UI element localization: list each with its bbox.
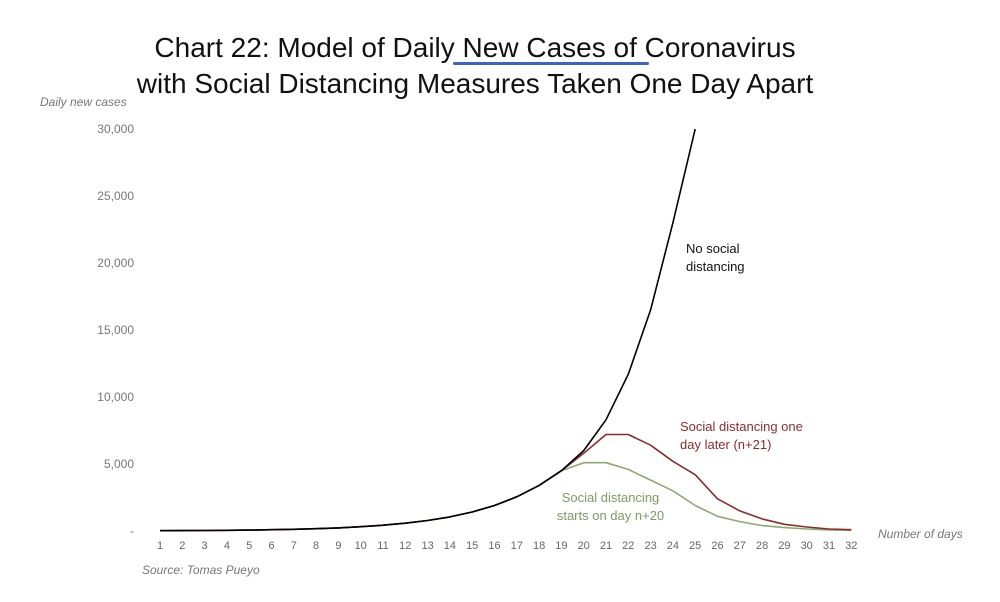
annotation-day-n20-line-2: starts on day n+20 [556, 508, 665, 523]
annotation-day-n20: Social distancing starts on day n+20 [548, 489, 673, 525]
series-line-2 [159, 461, 852, 532]
chart-title-line-1: Chart 22: Model of Daily New Cases of Co… [154, 32, 796, 63]
annotation-no-distancing-line-2: distancing [686, 259, 745, 274]
x-tick-label: 32 [845, 540, 857, 552]
x-tick-label: 21 [600, 540, 612, 552]
annotation-no-distancing: No social distancing [686, 240, 745, 276]
x-tick-label: 7 [291, 540, 297, 552]
y-axis-label: Daily new cases [40, 95, 127, 109]
x-tick-label: 27 [734, 540, 746, 552]
x-axis-label: Number of days [878, 527, 963, 541]
y-tick-label: 15,000 [97, 323, 134, 337]
x-tick-label: 11 [377, 540, 388, 552]
x-tick-label: 19 [555, 540, 567, 552]
x-tick-label: 1 [157, 540, 163, 552]
y-tick-label: 5,000 [104, 457, 134, 471]
x-tick-label: 24 [667, 540, 679, 552]
x-tick-label: 10 [355, 540, 367, 552]
x-tick-label: 3 [202, 540, 208, 552]
y-tick-label: 20,000 [97, 256, 134, 270]
source-note: Source: Tomas Pueyo [142, 563, 260, 577]
y-axis-ticks: - 5,000 10,000 15,000 20,000 25,000 30,000 [97, 122, 134, 538]
x-tick-label: 29 [778, 540, 790, 552]
x-tick-label: 9 [335, 540, 341, 552]
x-tick-label: 2 [179, 540, 185, 552]
x-tick-label: 8 [313, 540, 319, 552]
annotation-one-day-later-line-2: day later (n+21) [680, 437, 772, 452]
x-tick-label: 5 [246, 540, 252, 552]
x-tick-label: 15 [466, 540, 478, 552]
annotation-no-distancing-line-1: No social [686, 241, 740, 256]
x-tick-label: 30 [801, 540, 813, 552]
chart-title-line-2: with Social Distancing Measures Taken On… [136, 68, 814, 99]
x-tick-label: 28 [756, 540, 768, 552]
y-tick-label: 30,000 [97, 122, 134, 136]
x-tick-label: 16 [488, 540, 500, 552]
title-underline-mark [453, 62, 649, 65]
x-tick-label: 13 [421, 540, 433, 552]
y-tick-label: 10,000 [97, 390, 134, 404]
x-tick-label: 31 [823, 540, 835, 552]
x-tick-label: 20 [578, 540, 590, 552]
x-tick-label: 23 [644, 540, 656, 552]
x-tick-label: 18 [533, 540, 545, 552]
series-line-0 [159, 128, 696, 532]
x-tick-label: 22 [622, 540, 634, 552]
x-axis-ticks: 1 2 3 4 5 6 7 8 9 10 11 12 13 14 15 16 17 18 19 20 21 22 23 24 2… [157, 540, 857, 552]
x-tick-label: 14 [444, 540, 456, 552]
x-tick-label: 12 [399, 540, 411, 552]
annotation-one-day-later: Social distancing one day later (n+21) [680, 418, 803, 454]
x-tick-label: 26 [711, 540, 723, 552]
x-tick-label: 25 [689, 540, 701, 552]
x-tick-label: 6 [268, 540, 274, 552]
chart-title: Chart 22: Model of Daily New Cases of Co… [0, 30, 950, 102]
x-tick-label: 17 [511, 540, 523, 552]
annotation-one-day-later-line-1: Social distancing one [680, 419, 803, 434]
annotation-day-n20-line-1: Social distancing [561, 490, 660, 505]
chart-lines [159, 128, 852, 532]
y-tick-label: - [130, 524, 134, 538]
x-tick-label: 4 [224, 540, 230, 552]
y-tick-label: 25,000 [97, 189, 134, 203]
